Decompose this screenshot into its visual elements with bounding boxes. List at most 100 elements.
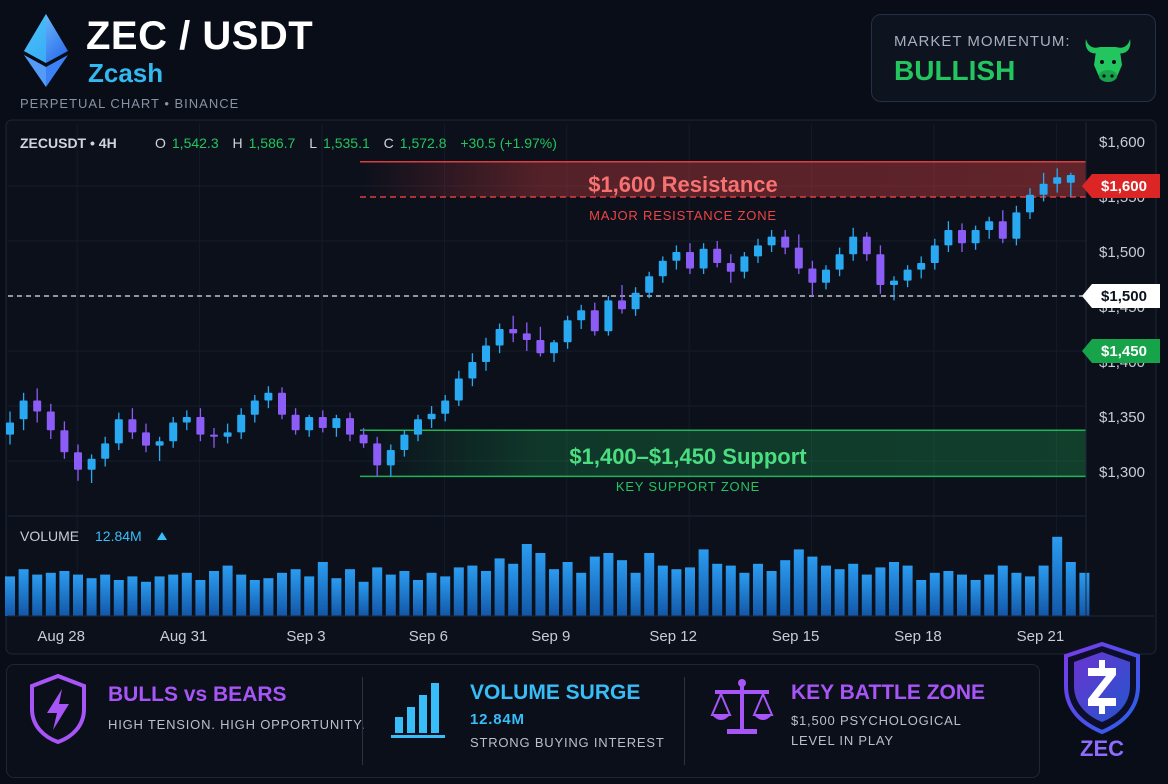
price-tick-label: $1,500	[1099, 244, 1145, 261]
volume-bar	[481, 571, 491, 616]
candle-body	[142, 432, 150, 446]
volume-bar	[549, 569, 559, 616]
volume-bar	[453, 567, 464, 616]
time-tick-label: Sep 15	[772, 628, 820, 645]
volume-bar	[18, 569, 29, 616]
volume-bar	[168, 574, 179, 616]
volume-bar	[385, 574, 396, 616]
candle-body	[917, 263, 926, 270]
volume-bar	[943, 571, 954, 616]
zone-sublabel: MAJOR RESISTANCE ZONE	[589, 208, 777, 223]
candle-body	[645, 276, 654, 293]
coin-name: Zcash	[88, 58, 164, 88]
volume-bar	[902, 565, 913, 616]
price-tag	[1082, 339, 1160, 363]
time-tick-label: Aug 28	[37, 628, 85, 645]
candle-body	[60, 430, 69, 453]
volume-bar	[1038, 565, 1049, 616]
candles-layer	[6, 168, 1075, 483]
battle-zone-text-2: LEVEL IN PLAY	[791, 733, 894, 748]
volume-bar	[1025, 576, 1035, 616]
volume-bar	[399, 571, 410, 616]
panel-divider	[362, 677, 363, 765]
volume-bar	[725, 565, 736, 616]
market-momentum-card: MARKET MOMENTUM: BULLISH	[871, 14, 1156, 102]
volume-bar	[1052, 536, 1063, 616]
candle-body	[332, 418, 341, 428]
battle-zone-text-1: $1,500 PSYCHOLOGICAL	[791, 713, 962, 728]
volume-bar	[753, 563, 763, 616]
volume-bar	[181, 572, 192, 616]
volume-up-arrow-icon	[157, 532, 167, 540]
candle-body	[849, 236, 858, 255]
zcash-shield-icon	[1064, 641, 1140, 735]
volume-bar	[562, 562, 573, 616]
price-tick-label: $1,300	[1099, 464, 1145, 481]
volume-bar	[617, 560, 627, 616]
volume-bar	[630, 572, 641, 616]
pair-title: ZEC / USDT	[86, 14, 314, 58]
candle-body	[359, 434, 368, 444]
battle-zone-title: KEY BATTLE ZONE	[791, 681, 986, 704]
volume-surge-text: STRONG BUYING INTEREST	[470, 735, 665, 750]
volume-bar	[249, 580, 260, 616]
price-tag-label: $1,600	[1101, 178, 1147, 195]
candle-body	[237, 414, 246, 433]
zone-sublabel: KEY SUPPORT ZONE	[616, 479, 760, 494]
candle-body	[903, 269, 912, 281]
volume-bar	[467, 565, 478, 616]
candle-body	[958, 230, 966, 244]
symbol-label: ZECUSDT • 4H	[20, 135, 117, 151]
volume-bar	[916, 580, 927, 616]
volume-bar	[821, 565, 831, 616]
candle-body	[767, 236, 776, 246]
volume-bar	[970, 580, 981, 616]
candle-body	[985, 221, 994, 230]
volume-bar	[222, 565, 233, 616]
bull-head-icon	[1085, 39, 1131, 82]
time-axis: Aug 28 Aug 31 Sep 3 Sep 6 Sep 9 Sep 12 Sep 15 S…	[37, 628, 1064, 645]
volume-bar	[45, 572, 56, 616]
volume-layer	[5, 536, 1090, 616]
candle-body	[1039, 183, 1048, 195]
volume-bar	[589, 556, 600, 616]
candle-body	[441, 400, 450, 414]
volume-bar	[780, 560, 791, 616]
candle-body	[291, 414, 300, 431]
bulls-bears-text: HIGH TENSION. HIGH OPPORTUNITY.	[108, 717, 366, 732]
zec-badge-label: ZEC	[1080, 736, 1124, 761]
volume-bar	[739, 572, 750, 616]
candle-body	[318, 417, 327, 428]
volume-bar	[100, 574, 111, 616]
candle-body	[74, 452, 82, 470]
candle-body	[386, 450, 395, 466]
time-tick-label: Sep 18	[894, 628, 942, 645]
candle-body	[264, 392, 273, 401]
price-chart[interactable]: $1,600 Resistance MAJOR RESISTANCE ZONE $1…	[0, 0, 1168, 660]
volume-bar	[304, 576, 315, 616]
volume-bar	[671, 569, 682, 616]
candle-body	[182, 417, 191, 423]
volume-bar	[195, 580, 206, 616]
candle-body	[835, 254, 844, 270]
zones-layer: $1,600 Resistance MAJOR RESISTANCE ZONE $1…	[360, 161, 1086, 494]
candle-body	[278, 392, 286, 415]
momentum-label: MARKET MOMENTUM:	[894, 33, 1071, 50]
scales-icon	[710, 679, 774, 734]
volume-bar	[1079, 572, 1090, 616]
volume-bar	[603, 553, 614, 616]
volume-bar	[644, 553, 655, 616]
candle-body	[658, 260, 667, 277]
candle-body	[6, 422, 14, 435]
candle-body	[998, 221, 1007, 239]
volume-bar	[957, 574, 967, 616]
price-tag-label: $1,450	[1101, 343, 1147, 360]
candle-body	[427, 413, 436, 420]
volume-bar	[657, 565, 668, 616]
panel-divider	[684, 677, 685, 765]
candle-body	[400, 434, 409, 450]
candle-body	[672, 252, 681, 261]
volume-bar	[331, 578, 342, 616]
volume-bar	[32, 574, 43, 616]
candle-body	[1012, 212, 1021, 239]
